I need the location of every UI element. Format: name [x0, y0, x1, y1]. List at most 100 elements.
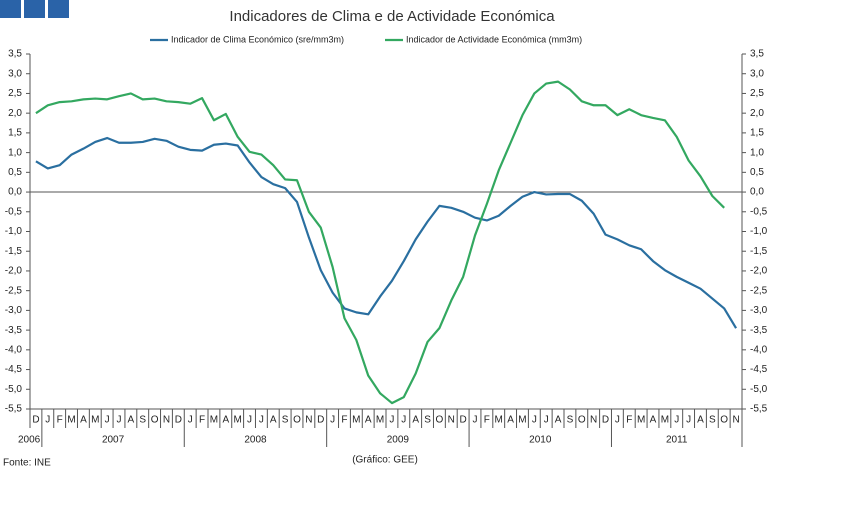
x-tick-label: D [175, 415, 182, 426]
x-tick-label: O [293, 415, 301, 426]
x-tick-label: F [341, 415, 347, 426]
header-block [24, 0, 45, 18]
y2-tick-label: -4,0 [750, 344, 768, 355]
x-tick-label: J [532, 415, 537, 426]
year-label: 2011 [666, 435, 688, 446]
y2-tick-label: 1,0 [750, 147, 764, 158]
y-tick-label: 0,0 [8, 187, 22, 198]
series-line [35, 80, 725, 405]
y2-tick-label: 2,0 [750, 108, 764, 119]
y-tick-label: -2,0 [5, 266, 23, 277]
y-tick-label: 0,5 [8, 167, 22, 178]
y-tick-label: -3,0 [5, 305, 23, 316]
x-tick-label: S [282, 415, 289, 426]
y2-tick-label: 0,5 [750, 167, 764, 178]
x-tick-label: D [602, 415, 609, 426]
source: Fonte: INE [3, 458, 51, 469]
x-tick-label: M [376, 415, 384, 426]
x-tick-label: N [163, 415, 170, 426]
x-tick-label: M [91, 415, 99, 426]
x-tick-label: A [650, 415, 657, 426]
y-tick-label: 1,0 [8, 147, 22, 158]
x-tick-label: A [697, 415, 704, 426]
x-tick-label: J [259, 415, 264, 426]
y2-tick-label: -2,5 [750, 285, 768, 296]
x-tick-label: J [615, 415, 620, 426]
y-tick-label: 3,5 [8, 49, 22, 60]
x-tick-label: F [484, 415, 490, 426]
x-tick-label: A [270, 415, 277, 426]
legend-label: Indicador de Actividade Económica (mm3m) [406, 34, 582, 44]
x-tick-label: D [460, 415, 467, 426]
series-line [35, 136, 738, 329]
x-tick-label: J [389, 415, 394, 426]
x-tick-label: M [233, 415, 241, 426]
x-tick-label: M [661, 415, 669, 426]
x-tick-label: N [590, 415, 597, 426]
legend-label: Indicador de Clima Económico (sre/mm3m) [171, 34, 344, 44]
year-label: 2009 [387, 435, 410, 446]
y-tick-label: -4,0 [5, 344, 23, 355]
y2-tick-label: 3,5 [750, 49, 764, 60]
y2-tick-label: 2,5 [750, 88, 764, 99]
x-tick-label: J [686, 415, 691, 426]
year-label: 2010 [529, 435, 552, 446]
x-tick-label: F [626, 415, 632, 426]
x-tick-label: M [518, 415, 526, 426]
x-tick-label: J [544, 415, 549, 426]
x-tick-label: F [57, 415, 63, 426]
x-tick-label: J [330, 415, 335, 426]
x-tick-label: J [105, 415, 110, 426]
x-tick-label: O [578, 415, 586, 426]
x-tick-label: J [247, 415, 252, 426]
x-tick-label: N [732, 415, 739, 426]
x-tick-label: D [32, 415, 39, 426]
x-tick-label: A [80, 415, 87, 426]
year-label: 2007 [102, 435, 125, 446]
y2-tick-label: 3,0 [750, 68, 764, 79]
year-label: 2006 [18, 435, 41, 446]
y2-tick-label: -3,5 [750, 325, 768, 336]
x-tick-label: N [305, 415, 312, 426]
x-tick-label: A [507, 415, 514, 426]
y-tick-label: 2,5 [8, 88, 22, 99]
y2-tick-label: -5,5 [750, 404, 768, 415]
y2-tick-label: -4,5 [750, 364, 768, 375]
x-tick-label: M [67, 415, 75, 426]
x-tick-label: M [495, 415, 503, 426]
y-tick-label: -4,5 [5, 364, 23, 375]
y2-tick-label: 1,5 [750, 128, 764, 139]
x-tick-label: J [188, 415, 193, 426]
y-tick-label: -0,5 [5, 206, 23, 217]
y2-tick-label: -5,0 [750, 384, 768, 395]
y-tick-label: -1,0 [5, 226, 23, 237]
x-tick-label: A [412, 415, 419, 426]
y2-tick-label: -3,0 [750, 305, 768, 316]
y-tick-label: 2,0 [8, 108, 22, 119]
x-tick-label: S [709, 415, 716, 426]
x-tick-label: A [128, 415, 135, 426]
x-tick-label: J [674, 415, 679, 426]
x-tick-label: A [555, 415, 562, 426]
x-tick-label: A [365, 415, 372, 426]
x-tick-label: S [424, 415, 431, 426]
x-tick-label: O [151, 415, 159, 426]
y2-tick-label: -1,5 [750, 246, 768, 257]
x-tick-label: O [436, 415, 444, 426]
y2-tick-label: 0,0 [750, 187, 764, 198]
y-tick-label: -1,5 [5, 246, 23, 257]
y2-tick-label: -1,0 [750, 226, 768, 237]
header-block [48, 0, 69, 18]
x-tick-label: S [139, 415, 146, 426]
x-tick-label: J [401, 415, 406, 426]
x-tick-label: M [210, 415, 218, 426]
x-tick-label: J [117, 415, 122, 426]
header-block [0, 0, 21, 18]
x-tick-label: J [473, 415, 478, 426]
x-tick-label: A [222, 415, 229, 426]
y2-tick-label: -0,5 [750, 206, 768, 217]
year-label: 2008 [244, 435, 267, 446]
x-tick-label: J [45, 415, 50, 426]
